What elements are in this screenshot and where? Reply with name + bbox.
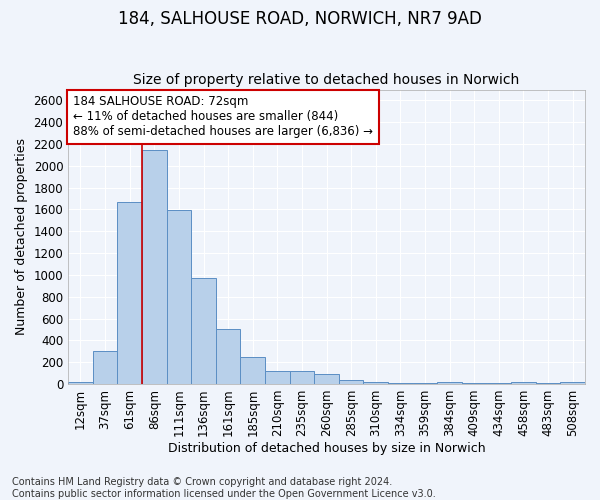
Title: Size of property relative to detached houses in Norwich: Size of property relative to detached ho… xyxy=(133,73,520,87)
Bar xyxy=(241,357,265,384)
Bar xyxy=(118,202,142,384)
Bar xyxy=(191,278,216,384)
Bar xyxy=(142,150,167,384)
Text: 184 SALHOUSE ROAD: 72sqm
← 11% of detached houses are smaller (844)
88% of semi-: 184 SALHOUSE ROAD: 72sqm ← 11% of detach… xyxy=(73,96,373,138)
Text: Contains HM Land Registry data © Crown copyright and database right 2024.
Contai: Contains HM Land Registry data © Crown c… xyxy=(12,478,436,499)
Bar xyxy=(290,372,314,384)
Bar xyxy=(437,382,462,384)
Bar xyxy=(560,382,585,384)
Bar xyxy=(265,371,290,384)
Bar xyxy=(93,351,118,384)
Bar xyxy=(216,329,241,384)
Text: 184, SALHOUSE ROAD, NORWICH, NR7 9AD: 184, SALHOUSE ROAD, NORWICH, NR7 9AD xyxy=(118,10,482,28)
Bar xyxy=(364,382,388,384)
X-axis label: Distribution of detached houses by size in Norwich: Distribution of detached houses by size … xyxy=(168,442,485,455)
Bar xyxy=(314,374,339,384)
Bar xyxy=(339,380,364,384)
Y-axis label: Number of detached properties: Number of detached properties xyxy=(15,138,28,336)
Bar xyxy=(511,382,536,384)
Bar xyxy=(388,382,413,384)
Bar xyxy=(167,210,191,384)
Bar xyxy=(68,382,93,384)
